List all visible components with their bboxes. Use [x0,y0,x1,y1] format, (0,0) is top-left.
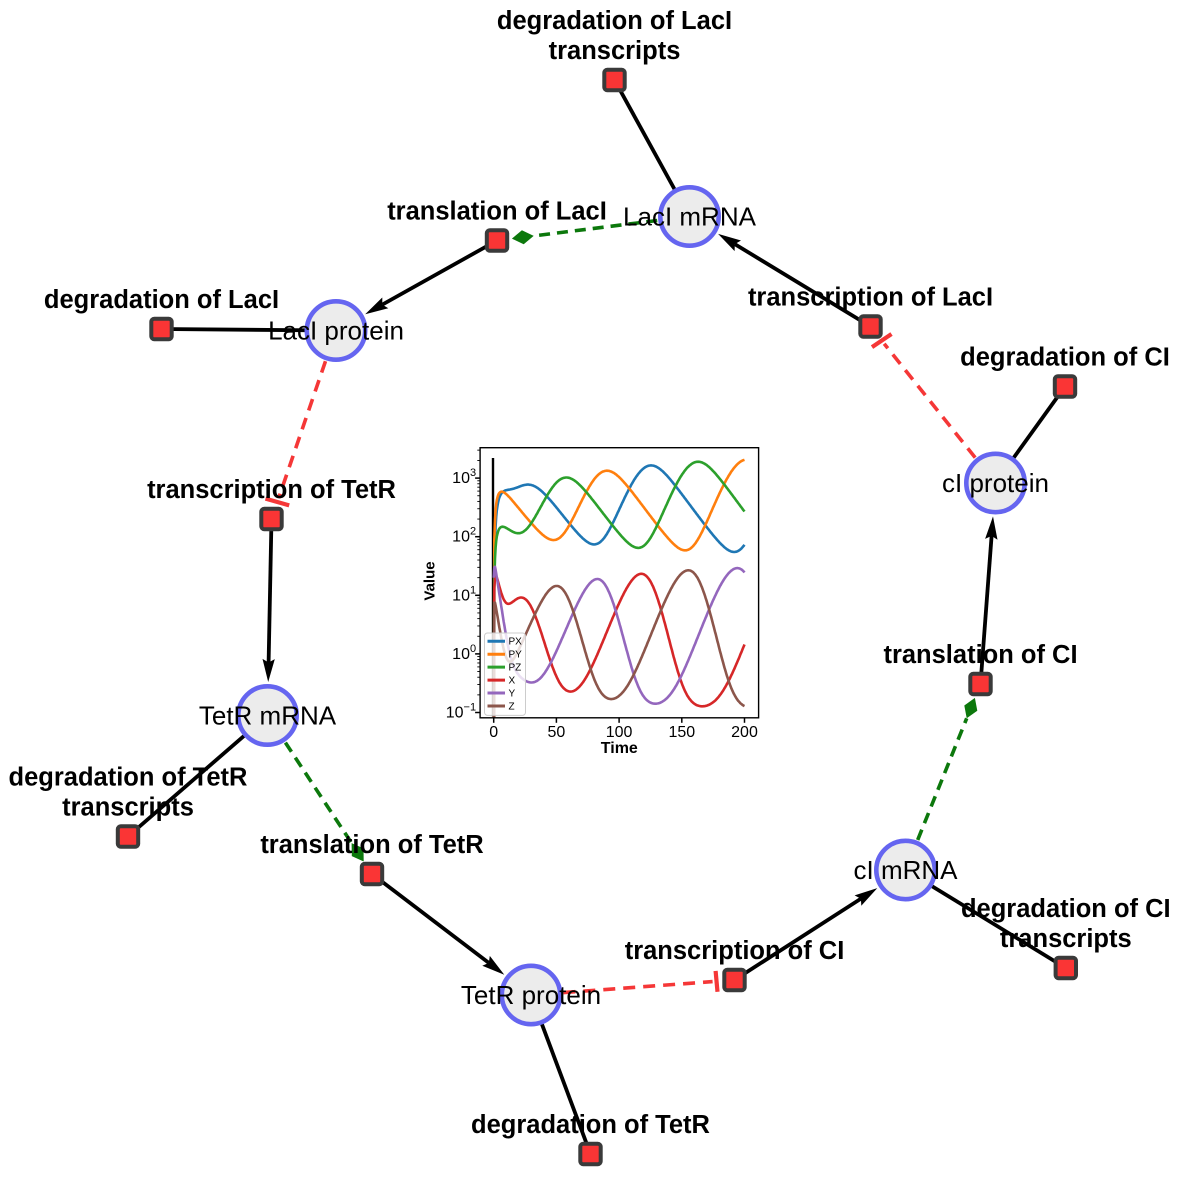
svg-text:transcription of CI: transcription of CI [625,937,845,965]
svg-text:cI mRNA: cI mRNA [854,855,959,885]
svg-text:PZ: PZ [509,663,522,674]
svg-text:degradation of LacI: degradation of LacI [497,7,732,35]
svg-text:X: X [509,676,516,687]
svg-text:transcripts: transcripts [62,794,194,822]
svg-text:transcription of TetR: transcription of TetR [147,476,396,504]
svg-text:degradation of TetR: degradation of TetR [9,764,248,792]
svg-text:PY: PY [509,650,523,661]
svg-text:degradation of CI: degradation of CI [961,895,1171,923]
svg-text:transcripts: transcripts [1000,925,1132,953]
svg-text:PX: PX [509,637,523,648]
svg-text:Time: Time [601,740,638,757]
svg-text:100: 100 [606,724,633,741]
svg-text:transcripts: transcripts [549,37,681,65]
svg-text:degradation of CI: degradation of CI [960,344,1170,372]
svg-text:translation of CI: translation of CI [883,641,1077,669]
svg-text:Z: Z [509,702,515,713]
svg-text:0: 0 [489,724,498,741]
svg-text:Y: Y [509,689,516,700]
svg-text:translation of TetR: translation of TetR [260,831,483,859]
svg-text:Value: Value [422,561,439,600]
svg-text:TetR protein: TetR protein [461,980,601,1010]
svg-text:cI protein: cI protein [942,468,1049,498]
svg-text:200: 200 [731,724,758,741]
svg-text:transcription of LacI: transcription of LacI [748,284,993,312]
svg-text:degradation of LacI: degradation of LacI [44,286,279,314]
svg-text:TetR mRNA: TetR mRNA [199,701,337,731]
svg-text:LacI protein: LacI protein [268,316,404,346]
svg-text:translation of LacI: translation of LacI [387,198,607,226]
svg-text:150: 150 [668,724,695,741]
svg-text:50: 50 [548,724,566,741]
svg-text:LacI mRNA: LacI mRNA [623,202,757,232]
svg-text:degradation of TetR: degradation of TetR [471,1111,710,1139]
